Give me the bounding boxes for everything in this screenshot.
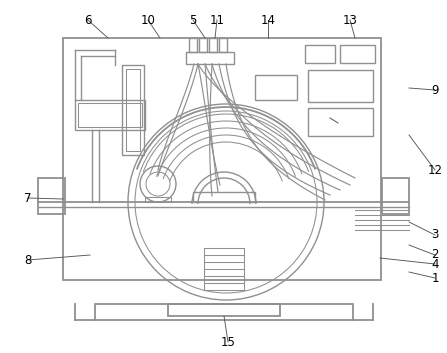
Bar xyxy=(95,304,353,320)
Text: 8: 8 xyxy=(24,253,32,267)
Bar xyxy=(382,178,409,214)
Bar xyxy=(340,45,375,63)
Text: 15: 15 xyxy=(220,335,236,348)
Bar xyxy=(189,38,197,52)
Bar xyxy=(126,69,140,151)
Bar xyxy=(145,197,171,202)
Text: 2: 2 xyxy=(431,249,439,262)
Bar xyxy=(78,103,142,127)
Bar xyxy=(219,38,227,52)
Text: 12: 12 xyxy=(427,163,443,176)
Bar xyxy=(308,70,373,102)
Text: 4: 4 xyxy=(431,257,439,270)
Text: 5: 5 xyxy=(190,13,197,26)
Text: 13: 13 xyxy=(342,13,358,26)
Text: 3: 3 xyxy=(431,228,439,241)
Bar xyxy=(168,304,280,316)
Bar xyxy=(209,38,217,52)
Bar xyxy=(38,178,65,214)
Bar xyxy=(75,100,145,130)
Bar xyxy=(122,65,144,155)
Text: 9: 9 xyxy=(431,84,439,96)
Bar xyxy=(305,45,335,63)
Text: 7: 7 xyxy=(24,191,32,204)
Bar xyxy=(193,192,255,202)
Bar xyxy=(308,108,373,136)
Text: 6: 6 xyxy=(84,13,92,26)
Text: 10: 10 xyxy=(140,13,156,26)
Text: 14: 14 xyxy=(261,13,275,26)
Text: 1: 1 xyxy=(431,271,439,285)
Bar xyxy=(63,38,381,280)
Text: 11: 11 xyxy=(210,13,224,26)
Bar xyxy=(199,38,207,52)
Bar xyxy=(255,75,297,100)
Bar xyxy=(186,52,234,64)
